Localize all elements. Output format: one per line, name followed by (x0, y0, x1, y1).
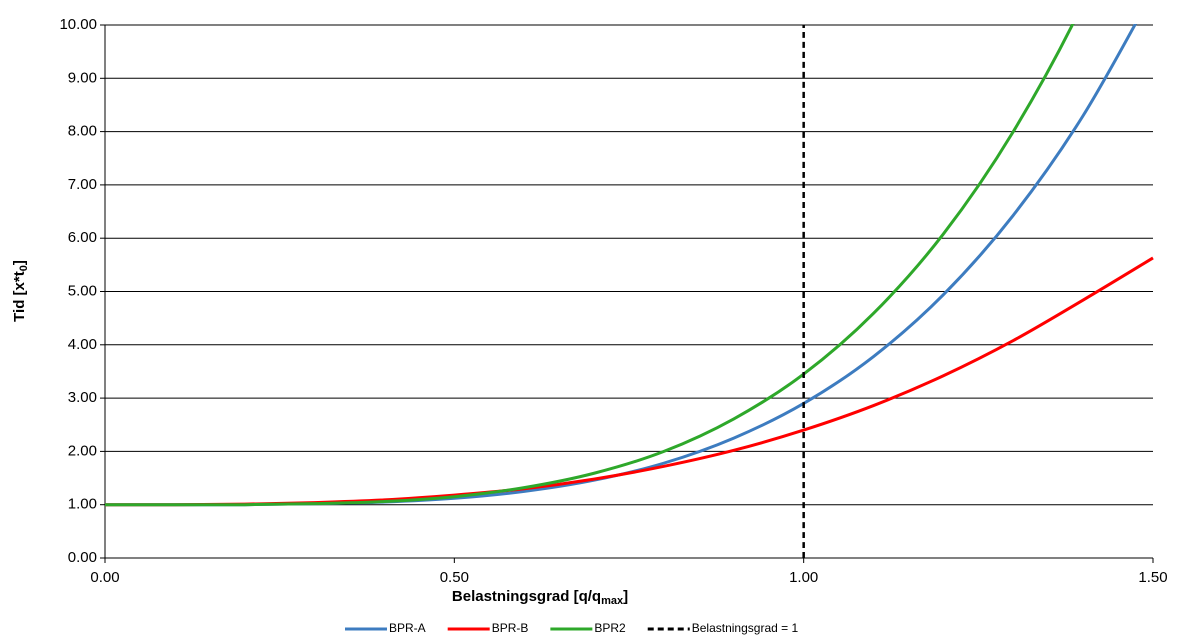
y-tick-label: 7.00 (68, 176, 97, 193)
y-axis-label: Tid [x*t0] (11, 260, 30, 322)
legend-label: BPR2 (594, 621, 626, 635)
plot-lines (105, 24, 1154, 558)
x-tick-label: 0.00 (90, 569, 119, 586)
x-label-text: Belastningsgrad [q/q (452, 588, 601, 605)
y-label-end: ] (11, 260, 28, 265)
x-axis-label: Belastningsgrad [q/qmax] (452, 588, 628, 607)
y-tick-label: 5.00 (68, 282, 97, 299)
y-tick-label: 2.00 (68, 442, 97, 459)
x-tick-label: 1.00 (789, 569, 818, 586)
y-tick-label: 10.00 (59, 16, 97, 33)
x-tick-label: 0.50 (440, 569, 469, 586)
y-tick-label: 3.00 (68, 389, 97, 406)
series-line (105, 256, 1154, 507)
y-tick-label: 1.00 (68, 496, 97, 513)
x-tick-label: 1.50 (1138, 569, 1167, 586)
y-label-text: Tid [x*t (11, 271, 28, 322)
series-line (105, 24, 1075, 507)
y-tick-label: 9.00 (68, 69, 97, 86)
x-label-sub: max (601, 595, 624, 607)
x-label-end: ] (623, 588, 628, 605)
legend-label: BPR-B (492, 621, 529, 635)
y-tick-label: 0.00 (68, 549, 97, 566)
legend-label: BPR-A (389, 621, 426, 635)
series-line (105, 24, 1138, 507)
y-tick-label: 4.00 (68, 336, 97, 353)
y-label-sub: 0 (18, 265, 30, 271)
y-tick-label: 6.00 (68, 229, 97, 246)
y-tick-label: 8.00 (68, 123, 97, 140)
legend-label: Belastningsgrad = 1 (692, 621, 799, 635)
